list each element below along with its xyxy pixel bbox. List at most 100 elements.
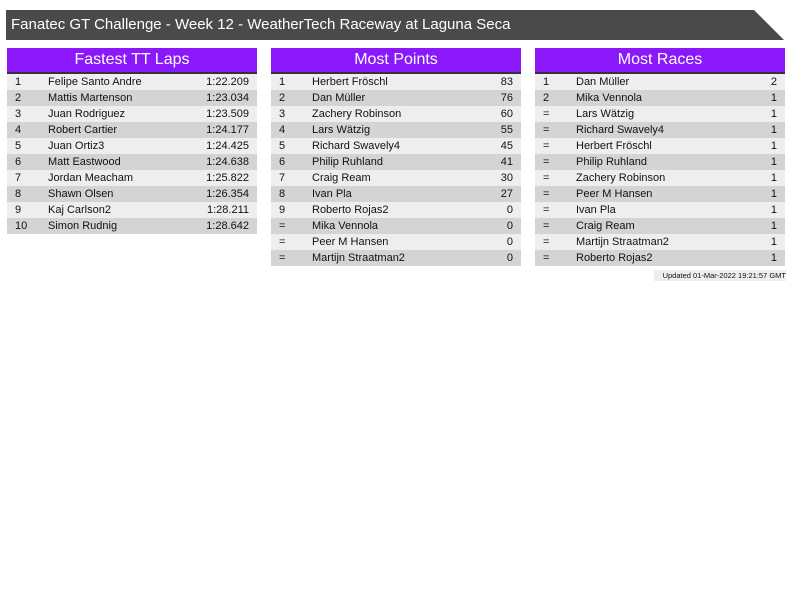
value: 0 xyxy=(506,220,513,232)
table-row: 4 Lars Wätzig 55 xyxy=(271,122,521,138)
table-row: 4 Robert Cartier 1:24.177 xyxy=(7,122,257,138)
driver-name: Juan Ortiz3 xyxy=(48,140,105,152)
rank: 6 xyxy=(279,156,286,168)
rank: 5 xyxy=(15,140,22,152)
table-row: 2 Mika Vennola 1 xyxy=(535,90,785,106)
table-row: = Richard Swavely4 1 xyxy=(535,122,785,138)
rank: 10 xyxy=(15,220,28,232)
driver-name: Robert Cartier xyxy=(48,124,118,136)
driver-name: Juan Rodriguez xyxy=(48,108,126,120)
table-row: = Martijn Straatman2 0 xyxy=(271,250,521,266)
driver-name: Matt Eastwood xyxy=(48,156,121,168)
driver-name: Herbert Fröschl xyxy=(576,140,652,152)
most-races-table: Most Races 1 Dan Müller 2 2 Mika Vennola… xyxy=(535,48,785,266)
driver-name: Ivan Pla xyxy=(576,204,616,216)
value: 41 xyxy=(500,156,513,168)
value: 27 xyxy=(500,188,513,200)
driver-name: Martijn Straatman2 xyxy=(312,252,405,264)
panel-header: Most Races xyxy=(535,48,785,74)
driver-name: Dan Müller xyxy=(312,92,366,104)
value: 1:24.177 xyxy=(206,124,249,136)
rank: 2 xyxy=(15,92,22,104)
table-row: = Lars Wätzig 1 xyxy=(535,106,785,122)
value: 45 xyxy=(500,140,513,152)
driver-name: Kaj Carlson2 xyxy=(48,204,111,216)
rank: 6 xyxy=(15,156,22,168)
table-row: 7 Jordan Meacham 1:25.822 xyxy=(7,170,257,186)
driver-name: Roberto Rojas2 xyxy=(576,252,653,264)
fastest-tt-laps-table: Fastest TT Laps 1 Felipe Santo Andre 1:2… xyxy=(7,48,257,234)
value: 1 xyxy=(770,124,777,136)
table-row: 2 Mattis Martenson 1:23.034 xyxy=(7,90,257,106)
driver-name: Richard Swavely4 xyxy=(312,140,401,152)
driver-name: Peer M Hansen xyxy=(576,188,653,200)
updated-timestamp: Updated 01-Mar-2022 19:21:57 GMT xyxy=(654,270,786,281)
table-row: 3 Zachery Robinson 60 xyxy=(271,106,521,122)
driver-name: Felipe Santo Andre xyxy=(48,76,142,88)
table-row: 5 Juan Ortiz3 1:24.425 xyxy=(7,138,257,154)
rank: 5 xyxy=(279,140,286,152)
driver-name: Herbert Fröschl xyxy=(312,76,388,88)
table-row: 1 Felipe Santo Andre 1:22.209 xyxy=(7,74,257,90)
driver-name: Simon Rudnig xyxy=(48,220,118,232)
driver-name: Zachery Robinson xyxy=(312,108,402,120)
value: 1:24.638 xyxy=(206,156,249,168)
table-row: 6 Philip Ruhland 41 xyxy=(271,154,521,170)
driver-name: Peer M Hansen xyxy=(312,236,389,248)
rank: = xyxy=(543,108,550,120)
rank: = xyxy=(543,172,550,184)
table-row: = Craig Ream 1 xyxy=(535,218,785,234)
panel-header: Most Points xyxy=(271,48,521,74)
table-row: = Peer M Hansen 0 xyxy=(271,234,521,250)
table-row: 1 Herbert Fröschl 83 xyxy=(271,74,521,90)
rank: 1 xyxy=(279,76,286,88)
rank: = xyxy=(279,236,286,248)
rank: 3 xyxy=(279,108,286,120)
value: 0 xyxy=(506,236,513,248)
driver-name: Martijn Straatman2 xyxy=(576,236,669,248)
value: 1 xyxy=(770,252,777,264)
rank: = xyxy=(543,220,550,232)
table-row: 7 Craig Ream 30 xyxy=(271,170,521,186)
value: 1 xyxy=(770,140,777,152)
driver-name: Philip Ruhland xyxy=(576,156,647,168)
rank: 1 xyxy=(15,76,22,88)
driver-name: Shawn Olsen xyxy=(48,188,114,200)
value: 30 xyxy=(500,172,513,184)
driver-name: Dan Müller xyxy=(576,76,630,88)
value: 1:23.034 xyxy=(206,92,249,104)
value: 1 xyxy=(770,108,777,120)
most-points-table: Most Points 1 Herbert Fröschl 83 2 Dan M… xyxy=(271,48,521,266)
value: 83 xyxy=(500,76,513,88)
value: 1:23.509 xyxy=(206,108,249,120)
rank: = xyxy=(543,252,550,264)
rank: 9 xyxy=(279,204,286,216)
rank: 4 xyxy=(279,124,286,136)
value: 1 xyxy=(770,156,777,168)
table-row: 2 Dan Müller 76 xyxy=(271,90,521,106)
driver-name: Ivan Pla xyxy=(312,188,352,200)
rank: 1 xyxy=(543,76,550,88)
rank: = xyxy=(543,140,550,152)
value: 1 xyxy=(770,204,777,216)
rank: 7 xyxy=(15,172,22,184)
table-row: 3 Juan Rodriguez 1:23.509 xyxy=(7,106,257,122)
table-row: = Herbert Fröschl 1 xyxy=(535,138,785,154)
rank: 2 xyxy=(543,92,550,104)
value: 1:28.211 xyxy=(206,204,249,216)
value: 0 xyxy=(506,252,513,264)
rank: = xyxy=(543,236,550,248)
table-row: 10 Simon Rudnig 1:28.642 xyxy=(7,218,257,234)
driver-name: Mika Vennola xyxy=(576,92,643,104)
value: 1 xyxy=(770,92,777,104)
value: 1:22.209 xyxy=(206,76,249,88)
value: 1:25.822 xyxy=(206,172,249,184)
value: 1 xyxy=(770,172,777,184)
driver-name: Philip Ruhland xyxy=(312,156,383,168)
driver-name: Roberto Rojas2 xyxy=(312,204,389,216)
rank: = xyxy=(543,156,550,168)
rank: 9 xyxy=(15,204,22,216)
rank: = xyxy=(279,220,286,232)
rank: 8 xyxy=(15,188,22,200)
value: 60 xyxy=(500,108,513,120)
